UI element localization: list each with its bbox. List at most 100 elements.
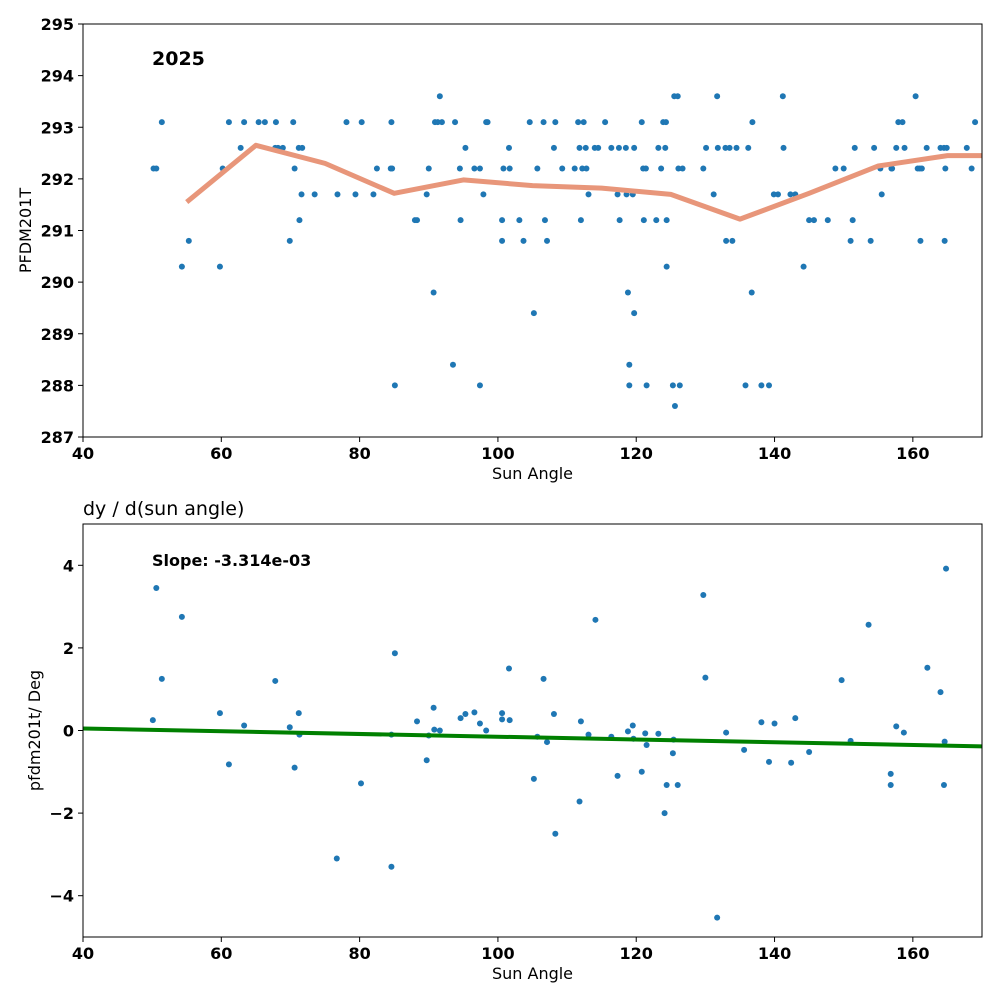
data-point — [968, 165, 975, 172]
data-point — [631, 144, 638, 151]
x-tick-label: 80 — [348, 444, 370, 463]
data-point — [592, 616, 599, 623]
data-point — [520, 237, 527, 244]
data-point — [480, 191, 487, 198]
data-point — [972, 119, 979, 126]
data-point — [414, 217, 421, 224]
data-point — [924, 664, 931, 671]
data-point — [299, 144, 306, 151]
data-point — [941, 237, 948, 244]
data-point — [787, 191, 794, 198]
data-point — [742, 382, 749, 389]
data-point — [810, 217, 817, 224]
data-point — [286, 237, 293, 244]
data-point — [370, 191, 377, 198]
data-point — [291, 165, 298, 172]
data-point — [643, 741, 650, 748]
data-point — [241, 722, 248, 729]
data-point — [624, 728, 631, 735]
data-point — [579, 165, 586, 172]
data-point — [655, 730, 662, 737]
data-point — [456, 165, 463, 172]
data-point — [626, 382, 633, 389]
data-point — [476, 720, 483, 727]
data-point — [722, 144, 729, 151]
data-point — [423, 191, 430, 198]
data-point — [838, 677, 845, 684]
data-point — [425, 165, 432, 172]
data-point — [669, 382, 676, 389]
data-point — [534, 165, 541, 172]
data-point — [290, 119, 297, 126]
data-point — [779, 93, 786, 100]
data-point — [780, 144, 787, 151]
top-plot-frame — [82, 23, 983, 438]
x-tick-label: 40 — [72, 944, 94, 963]
top-x-axis-label: Sun Angle — [492, 464, 573, 483]
data-point — [923, 144, 930, 151]
data-point — [499, 710, 506, 717]
data-point — [847, 237, 854, 244]
data-point — [629, 722, 636, 729]
data-point — [241, 119, 248, 126]
data-point — [577, 718, 584, 725]
data-point — [638, 119, 645, 126]
data-point — [899, 119, 906, 126]
data-point — [710, 191, 717, 198]
data-point — [824, 217, 831, 224]
data-point — [225, 761, 232, 768]
data-point — [373, 165, 380, 172]
data-point — [723, 237, 730, 244]
data-point — [436, 93, 443, 100]
data-point — [675, 165, 682, 172]
data-point — [676, 382, 683, 389]
data-point — [900, 729, 907, 736]
data-point — [912, 93, 919, 100]
x-tick-label: 120 — [620, 444, 653, 463]
y-tick-label: 0 — [63, 722, 74, 741]
data-point — [700, 592, 707, 599]
data-point — [580, 119, 587, 126]
data-point — [585, 731, 592, 738]
data-point — [499, 237, 506, 244]
data-point — [449, 361, 456, 368]
bottom-slope-annotation: Slope: -3.314e-03 — [152, 551, 311, 570]
data-point — [770, 191, 777, 198]
data-point — [436, 727, 443, 734]
data-point — [662, 119, 669, 126]
data-point — [703, 144, 710, 151]
y-tick-label: −4 — [49, 887, 74, 906]
data-point — [887, 770, 894, 777]
data-point — [559, 165, 566, 172]
data-point — [483, 727, 490, 734]
data-point — [499, 716, 506, 723]
data-point — [388, 119, 395, 126]
data-point — [484, 119, 491, 126]
data-point — [158, 119, 165, 126]
data-point — [774, 191, 781, 198]
y-tick-label: 293 — [41, 118, 74, 137]
data-point — [700, 165, 707, 172]
data-point — [552, 830, 559, 837]
data-point — [457, 217, 464, 224]
data-point — [714, 914, 721, 921]
data-point — [669, 750, 676, 757]
data-point — [582, 144, 589, 151]
data-point — [158, 675, 165, 682]
data-point — [452, 119, 459, 126]
data-point — [792, 715, 799, 722]
data-point — [741, 746, 748, 753]
data-point — [726, 144, 733, 151]
data-point — [608, 144, 615, 151]
data-point — [940, 782, 947, 789]
data-point — [352, 191, 359, 198]
data-point — [937, 689, 944, 696]
data-point — [671, 403, 678, 410]
x-tick-label: 40 — [72, 444, 94, 463]
data-point — [602, 119, 609, 126]
data-point — [516, 217, 523, 224]
y-tick-label: 291 — [41, 222, 74, 241]
data-point — [631, 310, 638, 317]
top-x-ticks: 40 60 80 100 120 140 160 — [72, 437, 930, 463]
x-tick-label: 160 — [896, 944, 929, 963]
